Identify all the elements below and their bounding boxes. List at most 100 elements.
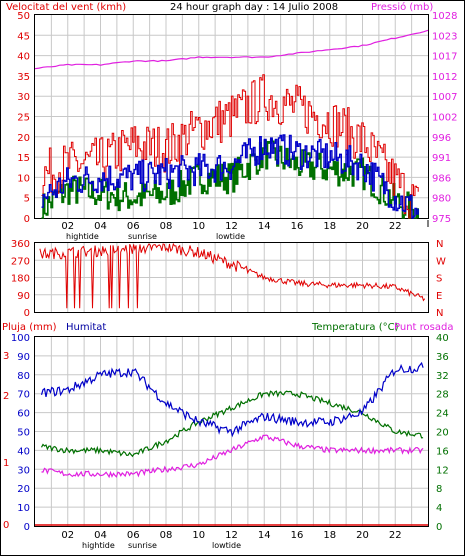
marker-sunrise-bottom: sunrise [128, 541, 157, 550]
hour-tick-label-bottom: 12 [225, 530, 238, 541]
pressure-tick-label: 1028 [432, 11, 457, 22]
pressure-tick-label: 975 [432, 214, 451, 225]
wind-tick-label: 45 [17, 31, 30, 42]
temperature-tick-label: 28 [436, 390, 449, 401]
wind-tick-label: 5 [24, 194, 30, 205]
hour-tick-label-top: 20 [356, 221, 369, 232]
hour-tick-label-bottom: 08 [160, 530, 173, 541]
bottom-series-line [40, 361, 424, 438]
wind-axis-label: Velocitat del vent (kmh) [6, 2, 126, 13]
hour-tick-label-bottom: 06 [127, 530, 140, 541]
hour-tick-label-top: 14 [258, 221, 271, 232]
wind-tick-label: 15 [17, 153, 30, 164]
hour-tick-label-bottom: 22 [389, 530, 402, 541]
dewpoint-axis-label: Punt rosada [394, 322, 453, 333]
hour-tick-label-top: 18 [323, 221, 336, 232]
temperature-tick-label: 24 [436, 409, 449, 420]
humidity-tick-label: 60 [17, 409, 30, 420]
humidity-tick-label: 90 [17, 352, 30, 363]
temperature-tick-label: 8 [436, 484, 442, 495]
hour-tick-label-bottom: 02 [61, 530, 74, 541]
hour-tick-label-top: 22 [389, 221, 402, 232]
rain-axis-label: Pluja (mm) [2, 322, 57, 333]
marker-hightide-top: hightide [66, 232, 99, 241]
bottom-panel-ticks: 1009080706050403020100321040363228242016… [3, 333, 449, 533]
wind-tick-label: 25 [17, 113, 30, 124]
pressure-tick-label: 1017 [432, 52, 457, 63]
rain-tick-label: 3 [3, 351, 9, 362]
rain-tick-label: 1 [3, 458, 9, 469]
pressure-tick-label: 1002 [432, 113, 457, 124]
hour-tick-label-top: 16 [291, 221, 304, 232]
temperature-tick-label: 32 [436, 371, 449, 382]
hour-tick-label-bottom: 04 [94, 530, 107, 541]
temperature-tick-label: 36 [436, 352, 449, 363]
compass-tick-label: S [436, 274, 442, 285]
marker-lowtide-bottom: lowtide [212, 541, 241, 550]
compass-tick-label: N [436, 239, 443, 250]
bottom-panel-hour-labels: 02 04 06 08 10 12 14 16 18 20 22 [61, 530, 401, 541]
temperature-tick-label: 12 [436, 465, 449, 476]
compass-tick-label: W [436, 256, 446, 267]
hour-tick-label-top: 10 [192, 221, 205, 232]
hour-tick-label-top: 08 [160, 221, 173, 232]
pressure-series-line [34, 29, 429, 70]
marker-hightide-bottom: hightide [82, 541, 115, 550]
direction-tick-label: 90 [17, 291, 30, 302]
humidity-tick-label: 30 [17, 465, 30, 476]
pressure-tick-label: 1012 [432, 72, 457, 83]
pressure-tick-label: 986 [432, 173, 451, 184]
humidity-tick-label: 0 [24, 522, 30, 533]
temperature-tick-label: 40 [436, 333, 449, 344]
pressure-tick-label: 1007 [432, 92, 457, 103]
humidity-tick-label: 70 [17, 390, 30, 401]
direction-tick-label: 180 [11, 274, 30, 285]
pressure-tick-label: 991 [432, 153, 451, 164]
chart-title: 24 hour graph day : 14 Julio 2008 [170, 2, 338, 13]
wind-tick-label: 30 [17, 92, 30, 103]
wind-tick-label: 20 [17, 133, 30, 144]
marker-sunrise-top: sunrise [128, 232, 157, 241]
bottom-panel-series [35, 361, 428, 526]
humidity-tick-label: 50 [17, 428, 30, 439]
hour-tick-label-bottom: 18 [323, 530, 336, 541]
direction-series-line [39, 242, 426, 309]
humidity-tick-label: 40 [17, 446, 30, 457]
hour-tick-label-bottom: 16 [291, 530, 304, 541]
hour-tick-label-bottom: 10 [192, 530, 205, 541]
humidity-tick-label: 80 [17, 371, 30, 382]
hour-tick-label-top: 02 [61, 221, 74, 232]
wind-panel-series [34, 29, 429, 219]
hour-tick-label-top: 12 [225, 221, 238, 232]
temperature-tick-label: 16 [436, 446, 449, 457]
humidity-axis-label: Humitat [66, 322, 106, 333]
pressure-tick-label: 1023 [432, 31, 457, 42]
wind-tick-label: 10 [17, 173, 30, 184]
temperature-tick-label: 20 [436, 428, 449, 439]
hour-tick-label-bottom: 20 [356, 530, 369, 541]
wind-tick-label: 35 [17, 72, 30, 83]
marker-lowtide-top: lowtide [216, 232, 245, 241]
wind-tick-label: 50 [17, 11, 30, 22]
direction-panel-series [39, 242, 426, 309]
temperature-tick-label: 4 [436, 503, 442, 514]
bottom-series-line [41, 434, 424, 479]
hour-tick-label-top: 04 [94, 221, 107, 232]
pressure-tick-label: 980 [432, 194, 451, 205]
humidity-tick-label: 100 [11, 333, 30, 344]
hour-tick-label-bottom: 14 [258, 530, 271, 541]
wind-panel-hour-labels: 02 04 06 08 10 12 14 16 18 20 22 [61, 220, 429, 232]
compass-tick-label: E [436, 291, 442, 302]
temperature-axis-label: Temperatura (°C) [311, 322, 399, 333]
pressure-axis-label: Pressió (mb) [371, 1, 433, 13]
wind-panel-ticks: 5045403530252015105010281023101710121007… [17, 11, 457, 225]
humidity-tick-label: 20 [17, 484, 30, 495]
compass-tick-label: N [436, 308, 443, 319]
humidity-tick-label: 10 [17, 503, 30, 514]
pressure-tick-label: 996 [432, 133, 451, 144]
temperature-tick-label: 0 [436, 522, 442, 533]
wind-tick-label: 40 [17, 52, 30, 63]
